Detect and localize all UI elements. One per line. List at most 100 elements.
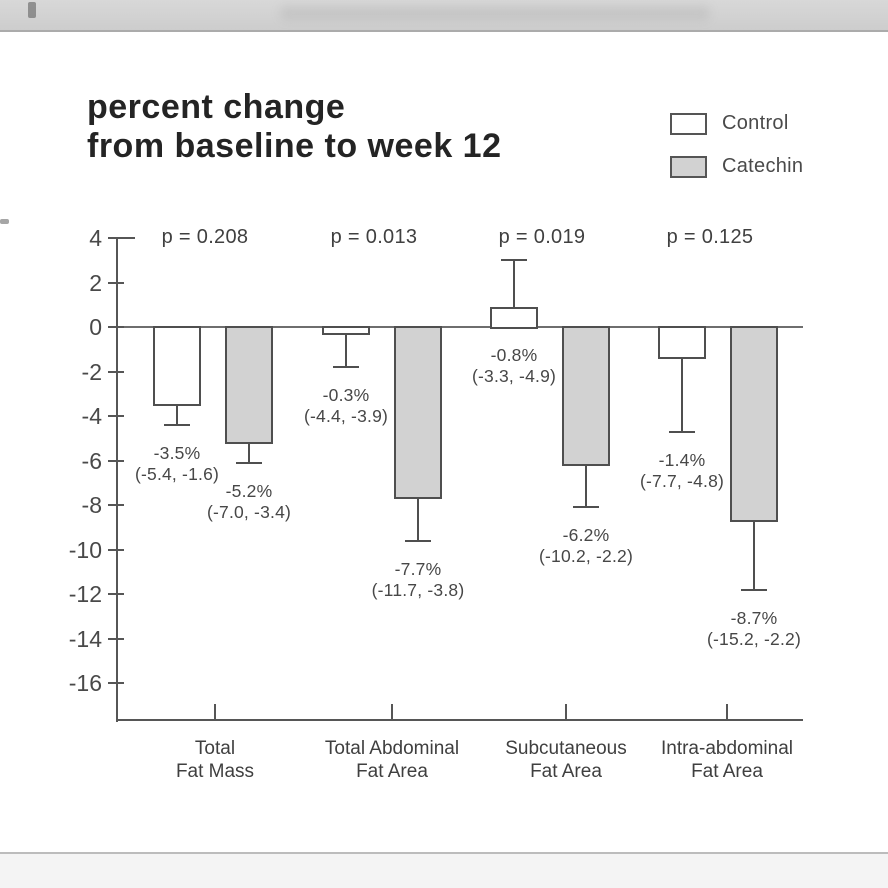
x-axis-line (116, 719, 803, 721)
error-bar-cap (669, 430, 695, 433)
error-bar-cap (405, 539, 431, 542)
annotation-ci: (-11.7, -3.8) (371, 579, 465, 600)
bar-catechin (394, 326, 442, 500)
error-bar-cap (741, 588, 767, 591)
y-tick-label: -2 (81, 358, 102, 385)
legend-label-catechin: Catechin (722, 155, 804, 177)
y-tick-label: 4 (89, 225, 102, 251)
y-tick (108, 326, 124, 328)
corner-mark-artifact (28, 2, 36, 18)
legend-item-catechin: Catechin (670, 155, 803, 178)
annotation-value: -0.3% (322, 385, 370, 406)
y-tick (108, 415, 124, 417)
legend-swatch-control (670, 112, 707, 135)
p-value-label: p = 0.208 (161, 226, 249, 248)
error-bar-line (513, 260, 515, 307)
y-tick-label: -6 (81, 447, 102, 474)
y-tick (108, 682, 124, 684)
x-tick (726, 704, 728, 720)
annotation-ci: (-10.2, -2.2) (538, 546, 634, 567)
x-tick (391, 704, 393, 720)
annotation-value: -3.5% (153, 442, 201, 463)
annotation-ci: (-3.3, -4.9) (471, 366, 557, 386)
category-label-line: Fat Area (356, 761, 428, 782)
y-tick (108, 637, 124, 640)
y-tick-label: -14 (68, 625, 102, 652)
y-tick-label: -8 (81, 492, 102, 518)
bar-control (490, 306, 538, 329)
x-tick (214, 704, 216, 720)
annotation-value: -5.2% (225, 480, 273, 501)
category-label: Total Fat Mass (123, 737, 307, 783)
legend-swatch-catechin (670, 155, 707, 178)
y-axis-line (116, 238, 118, 722)
p-value-label: p = 0.125 (666, 226, 754, 248)
annotation-value: -6.2% (562, 525, 610, 546)
bottom-divider-line (0, 852, 888, 854)
p-value-label: p = 0.013 (330, 226, 418, 248)
edge-artifact (0, 219, 9, 224)
category-label-line: Subcutaneous (505, 738, 627, 759)
y-tick (108, 459, 124, 462)
y-tick (108, 370, 124, 373)
y-tick-label: -16 (68, 670, 102, 696)
category-label-line: Fat Area (530, 761, 602, 782)
zero-line (118, 326, 803, 328)
error-bar-line (176, 404, 178, 425)
error-bar-line (753, 520, 755, 590)
chart-title-line2: from baseline to week 12 (87, 127, 502, 165)
error-bar-cap (333, 366, 359, 369)
category-label-line: Fat Mass (175, 761, 255, 782)
y-tick (108, 281, 124, 284)
error-bar-line (345, 333, 347, 368)
annotation-value: -7.7% (394, 558, 442, 579)
annotation-ci: (-15.2, -2.2) (706, 628, 802, 649)
band-smudge-artifact (280, 6, 710, 20)
error-bar-line (585, 464, 587, 508)
annotation-ci: (-7.7, -4.8) (639, 470, 725, 491)
top-border-band (0, 0, 888, 32)
y-tick (108, 504, 124, 506)
y-tick (108, 548, 124, 551)
error-bar-line (681, 358, 683, 432)
bar-annotation: -0.3% (-4.4, -3.9) (266, 385, 426, 427)
bar-catechin (562, 326, 610, 466)
legend-item-control: Control (670, 112, 803, 135)
annotation-value: -0.8% (490, 345, 538, 365)
bar-annotation: -6.2% (-10.2, -2.2) (506, 525, 666, 567)
category-label: Intra-abdominal Fat Area (635, 737, 819, 783)
error-bar-line (248, 442, 250, 463)
chart-title: percent change from baseline to week 12 (87, 88, 502, 166)
legend-label-control: Control (722, 112, 789, 134)
y-tick (108, 237, 135, 239)
annotation-ci: (-4.4, -3.9) (303, 406, 389, 427)
chart-title-line1: percent change (87, 88, 346, 126)
bar-annotation: -1.4% (-7.7, -4.8) (602, 450, 762, 492)
category-label-line: Intra-abdominal (660, 738, 794, 759)
error-bar-cap (573, 506, 599, 509)
annotation-ci: (-7.0, -3.4) (206, 501, 292, 522)
y-tick-label: -10 (68, 536, 102, 563)
y-tick-label: -12 (68, 581, 102, 607)
bar-annotation: -5.2% (-7.0, -3.4) (169, 481, 329, 523)
annotation-ci: (-5.4, -1.6) (134, 463, 220, 484)
category-label: Subcutaneous Fat Area (474, 737, 658, 783)
category-label-line: Fat Area (691, 761, 763, 782)
bar-annotation: -0.8% (-3.3, -4.9) (434, 345, 594, 387)
bar-control (153, 326, 201, 406)
y-tick-label: -4 (81, 403, 102, 429)
p-value-label: p = 0.019 (498, 226, 586, 248)
bar-annotation: -3.5% (-5.4, -1.6) (97, 443, 257, 485)
error-bar-cap (236, 461, 262, 464)
error-bar-cap (501, 259, 527, 262)
bottom-border-band (0, 854, 888, 888)
error-bar-line (417, 498, 419, 541)
x-tick (565, 704, 567, 720)
annotation-value: -8.7% (730, 607, 778, 628)
legend: Control Catechin (670, 112, 803, 198)
bar-annotation: -8.7% (-15.2, -2.2) (674, 608, 834, 650)
bar-catechin (730, 326, 778, 522)
bar-annotation: -7.7% (-11.7, -3.8) (338, 559, 498, 601)
y-tick-label: 2 (89, 269, 102, 296)
